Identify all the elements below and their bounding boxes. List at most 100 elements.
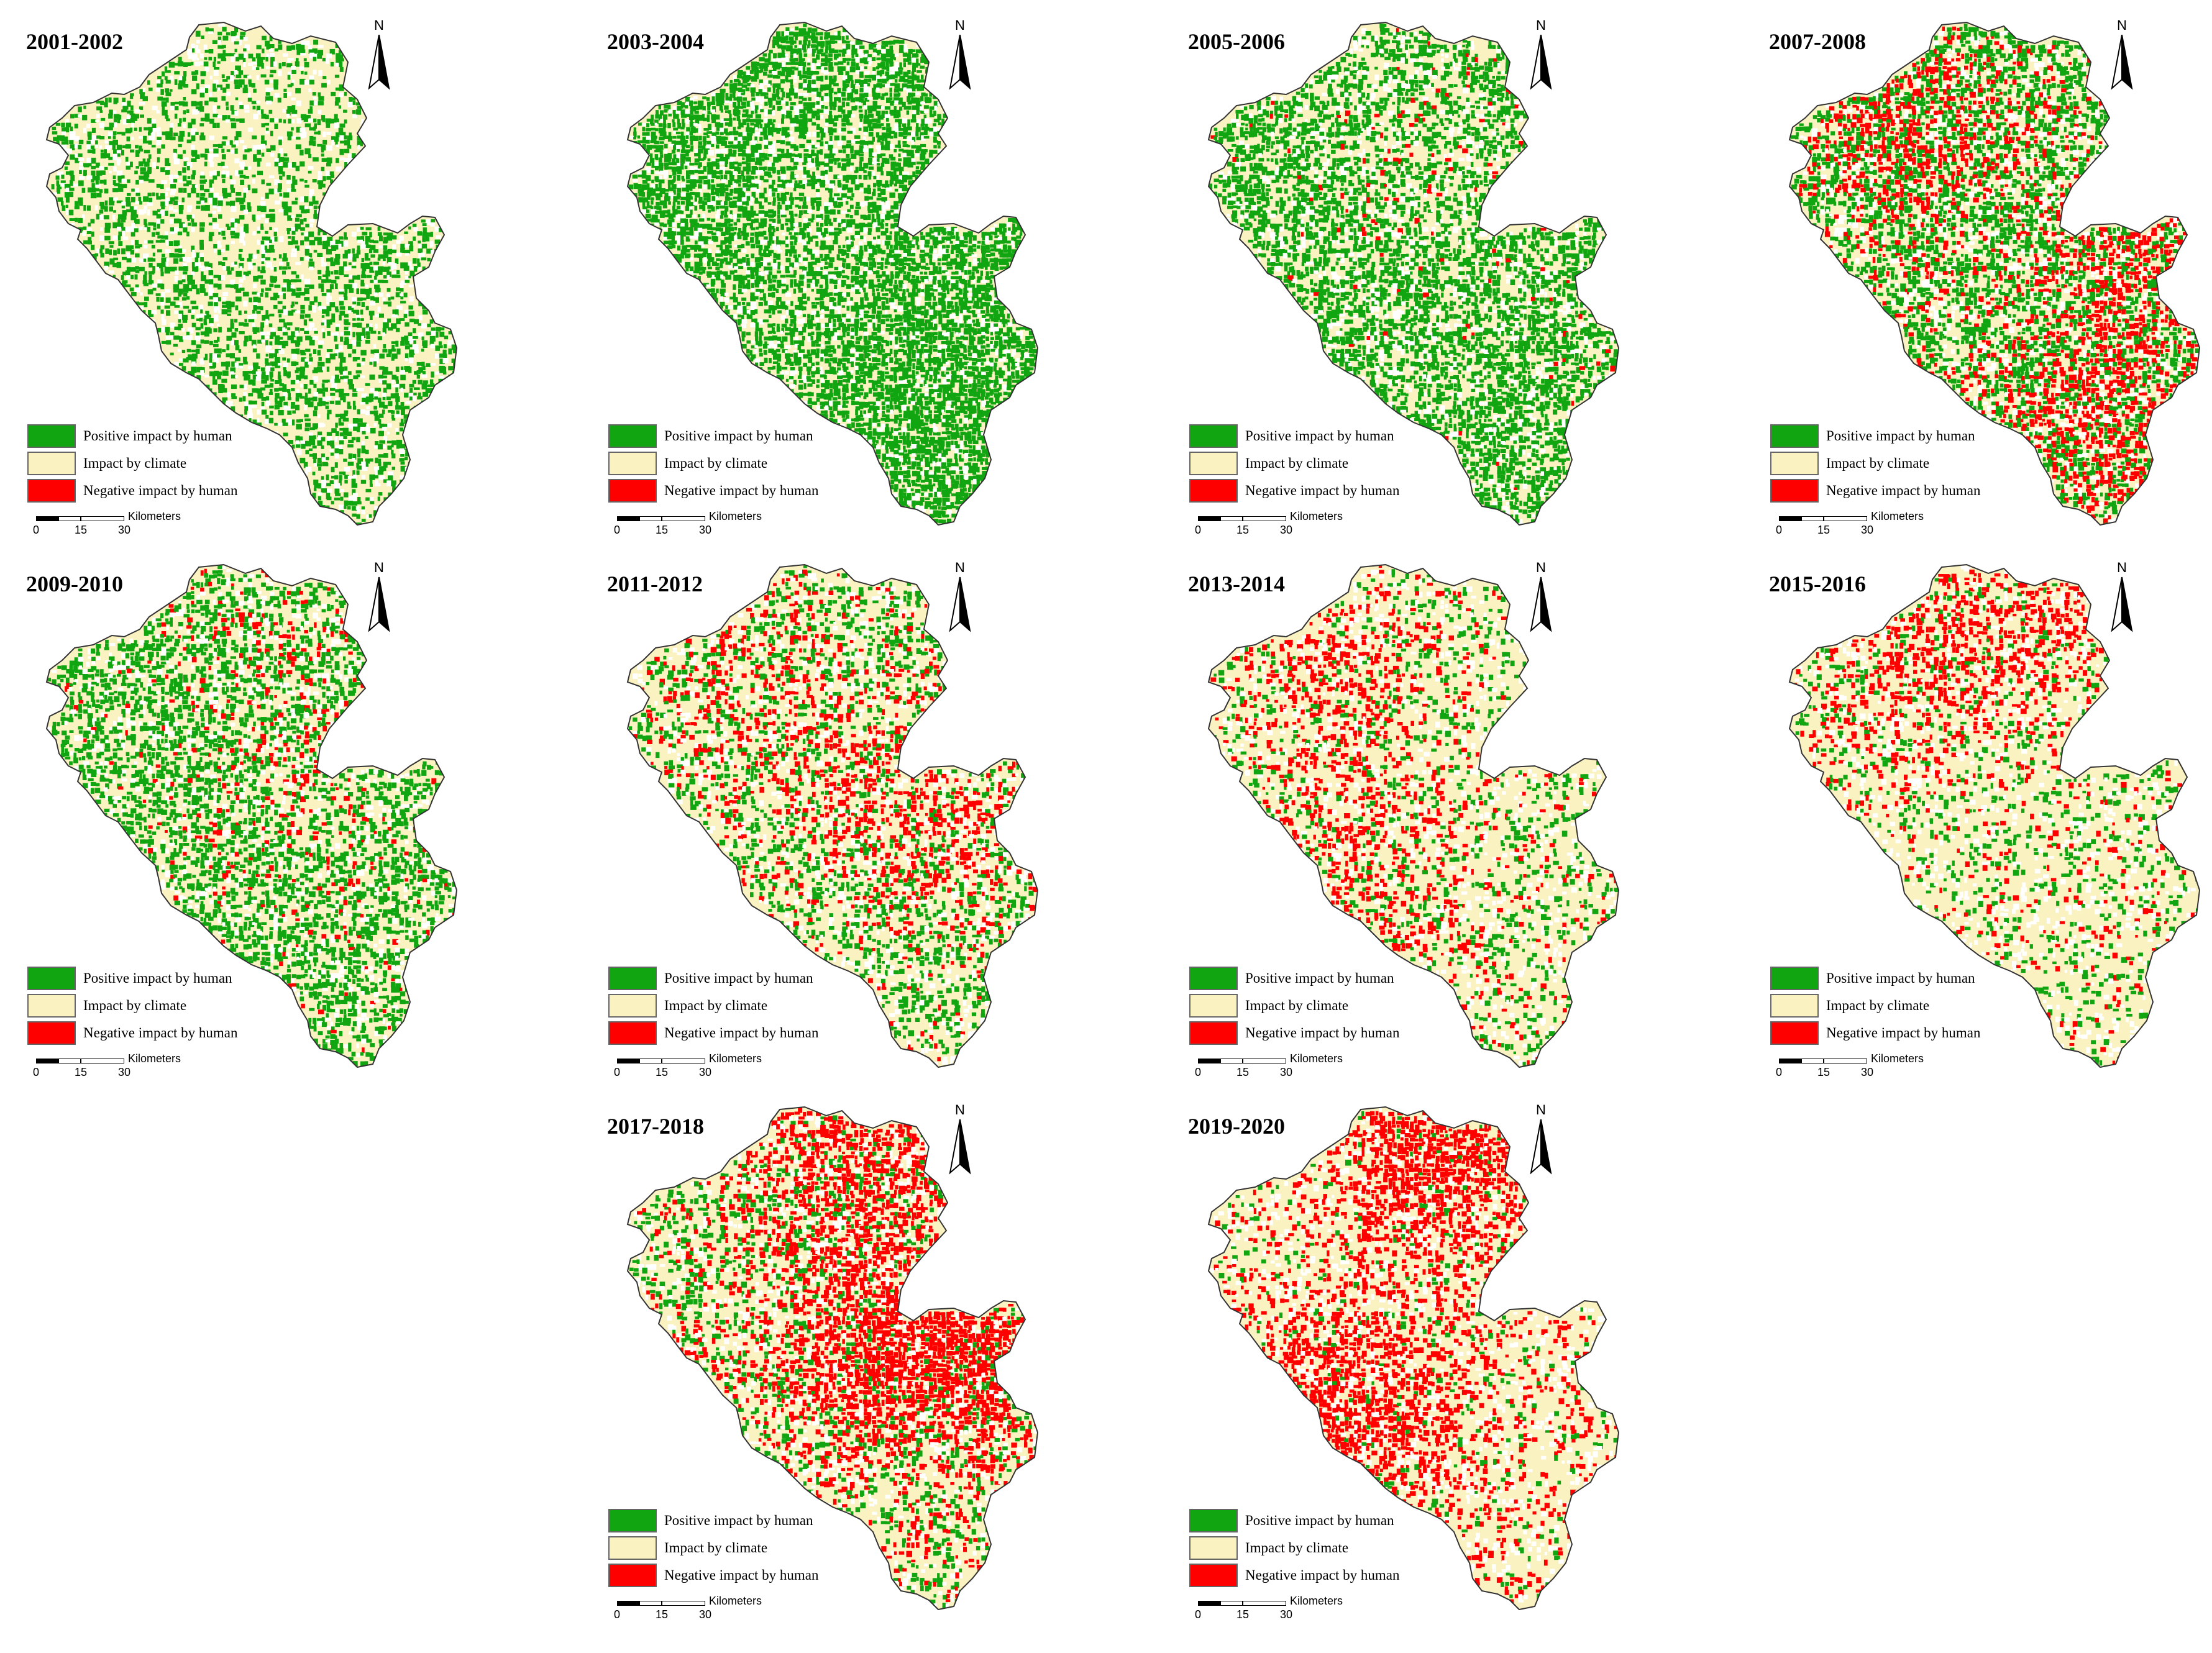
impact-pixels (1210, 565, 1619, 1067)
north-arrow-letter: N (1522, 1102, 1560, 1118)
scale-bar-segment (662, 1059, 705, 1063)
north-arrow-letter: N (1522, 17, 1560, 34)
legend-label: Negative impact by human (1245, 1025, 1399, 1041)
legend-label: Impact by climate (83, 998, 186, 1014)
scale-bar-segment (1243, 516, 1286, 521)
legend-item-negative: Negative impact by human (1189, 1019, 1399, 1047)
legend-item-positive: Positive impact by human (608, 965, 818, 992)
scale-bar-tick: 30 (699, 1066, 711, 1079)
climate-area (47, 22, 457, 525)
legend-label: Negative impact by human (1826, 1025, 1980, 1041)
legend-swatch-negative (608, 479, 657, 503)
region-outline (1207, 21, 1620, 526)
scale-bar: Kilometers 0 15 30 (614, 1052, 816, 1085)
impact-pixels (51, 23, 457, 525)
legend-item-climate: Impact by climate (27, 450, 237, 477)
legend: Positive impact by human Impact by climat… (1770, 965, 1980, 1047)
legend-swatch-climate (608, 1536, 657, 1560)
impact-pixels (47, 565, 457, 1067)
legend-item-negative: Negative impact by human (608, 477, 818, 504)
panel-title: 2007-2008 (1769, 29, 1866, 55)
legend-item-climate: Impact by climate (1189, 992, 1399, 1019)
legend-label: Impact by climate (664, 1540, 767, 1556)
north-arrow-icon: N (1522, 560, 1560, 634)
legend-item-climate: Impact by climate (1770, 450, 1980, 477)
scale-bar: Kilometers 0 15 30 (1195, 510, 1397, 542)
scale-bar-segment (1220, 1601, 1243, 1606)
scale-bar-tick: 0 (33, 1066, 39, 1079)
region-map (1788, 21, 2201, 526)
impact-pixels (1209, 1107, 1619, 1604)
legend-label: Positive impact by human (664, 1513, 813, 1529)
north-arrow-icon: N (1522, 17, 1560, 92)
scale-bar-unit: Kilometers (128, 1052, 181, 1065)
region-map (45, 21, 458, 526)
map-panel: 2009-2010 N Positive impact by human Impact… (0, 542, 553, 1085)
north-arrow-letter: N (2103, 17, 2141, 34)
map-panel: 2005-2006 N Positive impact by human Impact… (1162, 0, 1715, 542)
north-arrow-icon: N (1522, 1102, 1560, 1177)
legend-item-positive: Positive impact by human (608, 1507, 818, 1534)
region-outline (1207, 563, 1620, 1068)
scale-bar-tick: 0 (1195, 1608, 1201, 1621)
scale-bar-segment (662, 1601, 705, 1606)
north-arrow-letter: N (360, 17, 398, 34)
legend-swatch-climate (1770, 452, 1819, 475)
scale-bar-segment (1801, 1059, 1824, 1063)
legend-label: Negative impact by human (664, 1567, 818, 1583)
legend-item-climate: Impact by climate (1770, 992, 1980, 1019)
scale-bar-unit: Kilometers (1871, 510, 1924, 523)
legend-item-negative: Negative impact by human (27, 477, 237, 504)
legend-swatch-negative (1770, 479, 1819, 503)
legend-swatch-negative (1189, 1021, 1238, 1045)
region-outline (1788, 21, 2201, 526)
north-arrow-icon: N (941, 560, 979, 634)
scale-bar-segment (1801, 516, 1824, 521)
scale-bar-segment (639, 1601, 662, 1606)
scale-bar-segment (1824, 516, 1867, 521)
legend-label: Impact by climate (83, 455, 186, 471)
scale-bar-tick: 0 (33, 524, 39, 537)
legend: Positive impact by human Impact by climat… (608, 422, 818, 504)
region-map (1207, 563, 1620, 1068)
region-map (1207, 21, 1620, 526)
legend-item-negative: Negative impact by human (1189, 1562, 1399, 1589)
legend-item-positive: Positive impact by human (1770, 422, 1980, 450)
legend-label: Impact by climate (1826, 998, 1929, 1014)
panel-title: 2019-2020 (1188, 1113, 1285, 1139)
legend: Positive impact by human Impact by climat… (1770, 422, 1980, 504)
impact-pixels (1791, 24, 2200, 525)
legend: Positive impact by human Impact by climat… (1189, 422, 1399, 504)
legend-swatch-negative (27, 479, 76, 503)
scale-bar-tick: 0 (614, 1608, 620, 1621)
scale-bar-segment (1220, 1059, 1243, 1063)
legend-swatch-negative (1189, 1564, 1238, 1587)
legend-item-negative: Negative impact by human (608, 1562, 818, 1589)
scale-bar-segment (81, 1059, 124, 1063)
legend: Positive impact by human Impact by climat… (608, 1507, 818, 1589)
legend-label: Impact by climate (1245, 1540, 1348, 1556)
legend-label: Negative impact by human (83, 1025, 237, 1041)
region-map (626, 21, 1039, 526)
legend-item-positive: Positive impact by human (1189, 965, 1399, 992)
scale-bar: Kilometers 0 15 30 (614, 1595, 816, 1627)
region-outline (45, 21, 458, 526)
region-outline (45, 563, 458, 1068)
legend-swatch-positive (1189, 424, 1238, 448)
legend-label: Negative impact by human (1245, 1567, 1399, 1583)
climate-area (1209, 1107, 1619, 1610)
scale-bar-segment (1779, 516, 1801, 521)
legend-item-negative: Negative impact by human (1770, 477, 1980, 504)
scale-bar: Kilometers 0 15 30 (33, 1052, 235, 1085)
legend-swatch-negative (1770, 1021, 1819, 1045)
region-outline (626, 1106, 1039, 1611)
legend-label: Impact by climate (1245, 455, 1348, 471)
scale-bar-unit: Kilometers (1290, 1595, 1343, 1608)
legend-item-positive: Positive impact by human (27, 422, 237, 450)
scale-bar-segment (1198, 516, 1220, 521)
impact-pixels (1209, 23, 1619, 525)
panel-title: 2005-2006 (1188, 29, 1285, 55)
north-arrow-icon: N (2103, 17, 2141, 92)
panel-title: 2003-2004 (607, 29, 704, 55)
